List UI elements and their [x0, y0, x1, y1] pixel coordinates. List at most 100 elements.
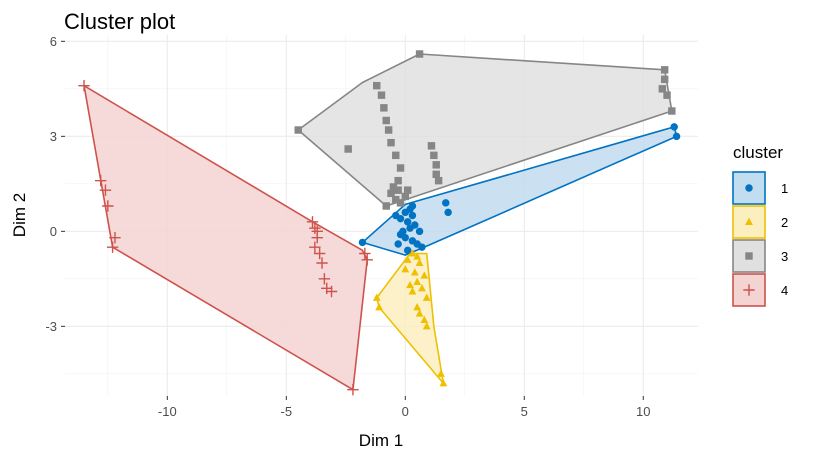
cluster-4-point — [99, 184, 112, 196]
cluster-4-point — [106, 241, 119, 253]
cluster-3-point — [668, 107, 676, 115]
cluster-4-point — [316, 257, 328, 269]
cluster-3-point — [344, 145, 352, 153]
y-tick-label: 0 — [50, 224, 57, 239]
cluster-2-point — [372, 293, 381, 301]
y-axis-title: Dim 2 — [10, 193, 29, 237]
cluster-1-point — [442, 199, 450, 207]
cluster-1-point — [396, 230, 405, 239]
legend-label-4: 4 — [781, 283, 788, 298]
legend-marker-4 — [743, 284, 755, 296]
cluster-2-point — [410, 268, 419, 276]
legend: cluster 1 2 3 4 — [732, 143, 788, 307]
cluster-1-point — [396, 214, 405, 223]
cluster-3-point — [660, 66, 669, 74]
cluster-2-point — [415, 258, 424, 266]
cluster-2-point — [415, 309, 424, 317]
cluster-3-point — [392, 151, 400, 160]
legend-marker-2 — [745, 217, 753, 225]
cluster-3-point — [434, 176, 443, 185]
cluster-3-point — [382, 116, 390, 125]
cluster-3-point — [432, 170, 440, 179]
cluster-1-point — [672, 132, 681, 141]
cluster-3-point — [396, 199, 405, 207]
cluster-4-point — [361, 254, 373, 266]
cluster-2-point — [413, 303, 422, 311]
cluster-3-point — [663, 91, 671, 99]
legend-label-1: 1 — [781, 181, 788, 196]
legend-marker-3 — [745, 252, 753, 260]
cluster-4-point — [325, 285, 338, 298]
cluster-4-point — [109, 231, 121, 244]
chart-title: Cluster plot — [64, 9, 175, 34]
cluster-3-point — [377, 91, 386, 99]
cluster-1-point — [408, 202, 417, 210]
cluster-3-point — [396, 164, 405, 172]
cluster-3-point — [380, 104, 388, 112]
cluster-3-point — [389, 183, 398, 191]
x-tick-label: -10 — [158, 404, 177, 419]
y-tick-label: 3 — [50, 129, 57, 144]
cluster-4-point — [309, 241, 321, 253]
cluster-3-point — [373, 81, 381, 90]
x-axis-title: Dim 1 — [359, 431, 403, 450]
cluster-3-point — [432, 161, 440, 169]
cluster-3-point — [660, 75, 669, 84]
cluster-4-point — [102, 200, 114, 212]
cluster-1-point — [444, 208, 452, 217]
legend-label-2: 2 — [781, 215, 788, 230]
cluster-1-point — [411, 221, 419, 229]
cluster-3-point — [430, 151, 438, 160]
cluster-2-point — [420, 271, 429, 279]
cluster-3-point — [384, 126, 393, 134]
cluster-4-point — [311, 225, 323, 238]
cluster-1-point — [670, 123, 678, 131]
cluster-4-point — [78, 79, 90, 92]
cluster-3-point — [401, 192, 410, 201]
cluster-3-point — [658, 85, 667, 93]
cluster-2-point — [413, 252, 422, 260]
x-tick-label: 5 — [521, 404, 528, 419]
cluster-2-point — [418, 284, 426, 292]
cluster-3-point — [427, 142, 436, 150]
cluster-2-point — [437, 369, 445, 377]
legend-marker-1 — [745, 184, 753, 192]
y-tick-label: 6 — [50, 34, 57, 49]
legend-key-4 — [732, 273, 766, 307]
legend-label-3: 3 — [781, 249, 788, 264]
cluster-2-point — [403, 255, 412, 263]
cluster-2-point — [422, 322, 431, 330]
cluster-2-point — [422, 293, 431, 301]
cluster-4-point — [94, 174, 107, 187]
cluster-4-point — [347, 383, 359, 396]
cluster-3-point — [382, 202, 390, 210]
cluster-2-point — [401, 265, 410, 273]
cluster-1-point — [394, 240, 402, 248]
cluster-1-point — [403, 218, 412, 226]
cluster-1-point — [408, 211, 417, 220]
x-tick-label: 0 — [402, 404, 409, 419]
axes: -10 -5 0 5 10 -3 0 3 6 — [45, 34, 650, 419]
x-tick-label: -5 — [281, 404, 293, 419]
cluster-2-point — [375, 303, 384, 311]
cluster-3-point — [387, 189, 395, 198]
cluster-3-point — [392, 195, 400, 204]
cluster-2-point — [413, 277, 422, 285]
cluster-1-point — [401, 208, 410, 217]
cluster-2-point — [408, 287, 417, 295]
cluster-1-point — [415, 227, 424, 236]
cluster-4-point — [359, 247, 371, 260]
cluster-3-point — [403, 186, 412, 194]
x-tick-label: 10 — [636, 404, 650, 419]
cluster-1-point — [358, 238, 367, 247]
cluster-3-point — [415, 50, 424, 58]
y-tick-label: -3 — [45, 319, 57, 334]
cluster-2-point — [406, 280, 414, 289]
cluster-3-point — [387, 138, 395, 147]
cluster-1-point — [418, 243, 426, 251]
cluster-4-point — [318, 273, 331, 285]
cluster-2-point — [408, 249, 417, 257]
cluster-3-point — [394, 176, 402, 185]
cluster-4-point — [313, 247, 326, 260]
